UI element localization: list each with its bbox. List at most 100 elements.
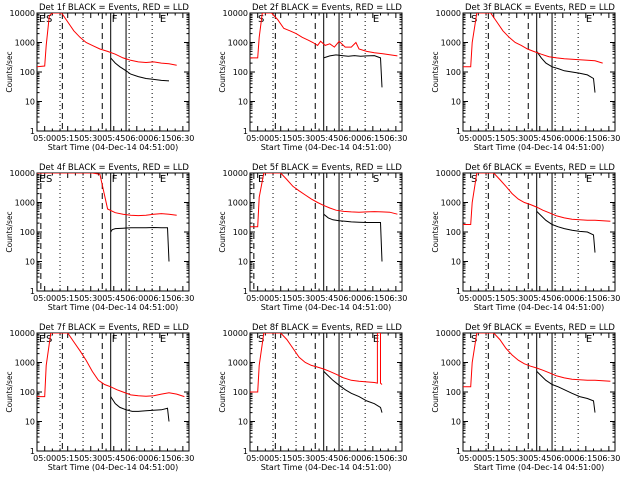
- x-tick-label: 06:00: [125, 454, 148, 463]
- x-tick-label: 05:30: [505, 294, 528, 303]
- series-line-events: [323, 54, 383, 88]
- x-tick-label: 05:45: [315, 294, 338, 303]
- y-tick-label: 100: [20, 388, 35, 397]
- x-tick-label: 06:30: [384, 294, 407, 303]
- y-tick-label: 10: [451, 98, 461, 107]
- series-line-lld: [250, 13, 398, 59]
- y-tick-label: 10000: [223, 169, 248, 178]
- x-tick-label: 05:30: [292, 294, 315, 303]
- segment-marker-label: S: [258, 334, 264, 345]
- x-tick-label: 05:30: [292, 134, 315, 143]
- chart-panel-9: Det 9f BLACK = Events, RED = LLD 1 10 100 10…: [431, 323, 620, 472]
- x-tick-label: 05:15: [482, 294, 505, 303]
- y-tick-label: 100: [446, 388, 461, 397]
- y-tick-label: 1000: [15, 359, 35, 368]
- series-line-lld: [37, 333, 185, 398]
- y-tick-label: 1: [30, 447, 35, 456]
- y-tick-label: 10000: [10, 329, 35, 338]
- segment-marker-label: E: [39, 334, 45, 345]
- y-tick-label: 10000: [436, 329, 461, 338]
- series-line-lld: [250, 333, 383, 393]
- y-tick-label: 100: [446, 228, 461, 237]
- y-axis-label: Counts/sec: [218, 51, 227, 92]
- x-tick-label: 06:30: [597, 454, 620, 463]
- y-tick-label: 10: [238, 258, 248, 267]
- y-tick-label: 1: [243, 127, 248, 136]
- x-tick-label: 05:15: [269, 134, 292, 143]
- series-line-lld: [463, 13, 603, 68]
- series-line-events: [536, 51, 596, 93]
- x-tick-label: 05:00: [246, 294, 269, 303]
- x-tick-label: 06:15: [148, 294, 171, 303]
- x-tick-label: 05:30: [79, 134, 102, 143]
- x-tick-label: 06:30: [384, 454, 407, 463]
- y-tick-label: 10000: [223, 329, 248, 338]
- x-tick-label: 06:00: [338, 134, 361, 143]
- y-tick-label: 1: [456, 447, 461, 456]
- x-tick-label: 05:00: [246, 134, 269, 143]
- series-line-events: [110, 396, 170, 422]
- segment-marker-label: E: [39, 14, 45, 25]
- x-tick-label: 06:15: [574, 454, 597, 463]
- x-tick-label: 06:00: [338, 294, 361, 303]
- y-axis-label: Counts/sec: [5, 51, 14, 92]
- y-tick-label: 10: [451, 258, 461, 267]
- y-tick-label: 1000: [228, 359, 248, 368]
- x-tick-label: 06:30: [171, 134, 194, 143]
- series-line-lld: [37, 13, 177, 68]
- y-tick-label: 10: [25, 418, 35, 427]
- y-tick-label: 1000: [441, 39, 461, 48]
- chart-title: Det 7f BLACK = Events, RED = LLD: [39, 323, 189, 333]
- x-tick-label: 05:15: [56, 294, 79, 303]
- chart-panel-3: Det 3f BLACK = Events, RED = LLD 1 10 100 10…: [431, 3, 620, 152]
- x-tick-label: 05:00: [33, 134, 56, 143]
- segment-marker-label: S: [471, 174, 477, 185]
- y-tick-label: 1000: [228, 199, 248, 208]
- x-tick-label: 05:30: [505, 454, 528, 463]
- x-axis-label: Start Time (04-Dec-14 04:51:00): [48, 143, 179, 152]
- y-tick-label: 1000: [441, 199, 461, 208]
- x-tick-label: 06:15: [361, 134, 384, 143]
- x-tick-label: 05:45: [315, 134, 338, 143]
- chart-title: Det 6f BLACK = Events, RED = LLD: [465, 163, 615, 173]
- x-tick-label: 05:15: [56, 454, 79, 463]
- segment-marker-label: S: [471, 334, 477, 345]
- y-tick-label: 1000: [441, 359, 461, 368]
- y-tick-label: 10000: [10, 9, 35, 18]
- x-axis-label: Start Time (04-Dec-14 04:51:00): [474, 463, 605, 472]
- x-axis-label: Start Time (04-Dec-14 04:51:00): [474, 303, 605, 312]
- y-tick-label: 100: [233, 388, 248, 397]
- series-line-lld: [463, 333, 611, 388]
- y-tick-label: 100: [20, 68, 35, 77]
- segment-marker-label: F: [112, 14, 118, 25]
- y-tick-label: 1000: [15, 199, 35, 208]
- y-tick-label: 1: [243, 287, 248, 296]
- chart-panel-1: Det 1f BLACK = Events, RED = LLD 1 10 100 10…: [5, 3, 194, 152]
- x-tick-label: 05:45: [528, 134, 551, 143]
- chart-title: Det 1f BLACK = Events, RED = LLD: [39, 3, 189, 13]
- x-axis-label: Start Time (04-Dec-14 04:51:00): [48, 303, 179, 312]
- x-tick-label: 05:00: [33, 454, 56, 463]
- x-tick-label: 06:15: [574, 294, 597, 303]
- y-axis-label: Counts/sec: [5, 371, 14, 412]
- y-tick-label: 100: [233, 68, 248, 77]
- y-tick-label: 10: [238, 418, 248, 427]
- chart-panel-2: Det 2f BLACK = Events, RED = LLD 1 10 100 10…: [218, 3, 407, 152]
- x-tick-label: 05:15: [269, 294, 292, 303]
- y-tick-label: 10: [25, 98, 35, 107]
- segment-marker-label: E: [373, 14, 379, 25]
- x-tick-label: 06:00: [125, 134, 148, 143]
- x-tick-label: 05:00: [459, 134, 482, 143]
- x-tick-label: 06:00: [551, 454, 574, 463]
- series-line-events: [536, 211, 596, 253]
- chart-panel-5: Det 5f BLACK = Events, RED = LLD 1 10 100 10…: [218, 163, 407, 312]
- x-tick-label: 06:30: [171, 454, 194, 463]
- segment-marker-label: E: [39, 174, 45, 185]
- y-tick-label: 10000: [10, 169, 35, 178]
- y-tick-label: 10: [238, 98, 248, 107]
- segment-marker-label: F: [112, 174, 118, 185]
- x-axis-label: Start Time (04-Dec-14 04:51:00): [261, 143, 392, 152]
- x-tick-label: 05:45: [315, 454, 338, 463]
- segment-marker-label: E: [373, 334, 379, 345]
